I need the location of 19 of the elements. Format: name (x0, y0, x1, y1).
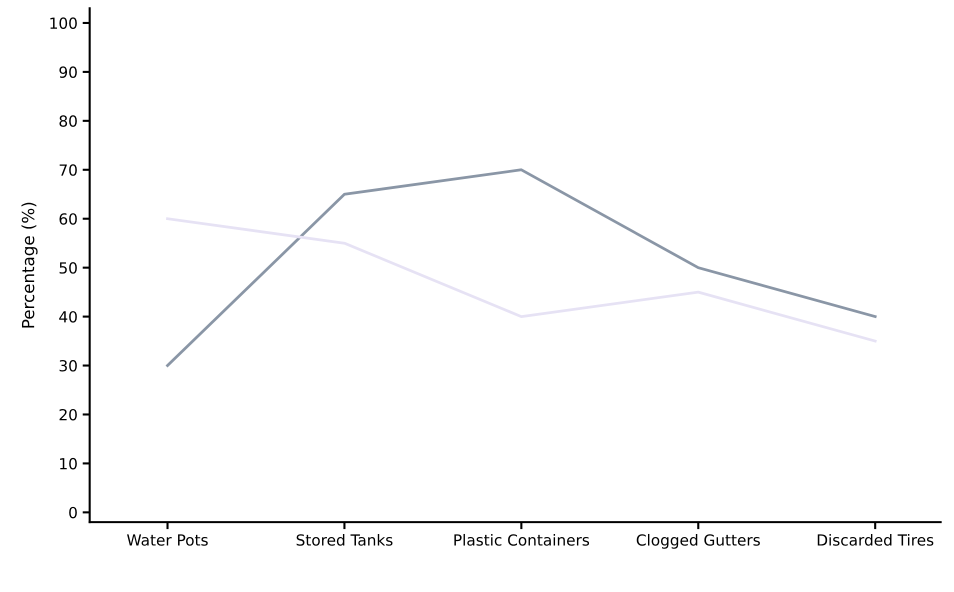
x-tick-label: Water Pots (127, 534, 208, 546)
y-tick-label: 70 (60, 164, 77, 176)
y-tick-label: 20 (60, 408, 77, 420)
y-tick-label: 80 (59, 115, 77, 127)
y-tick-label: 100 (50, 17, 77, 29)
y-tick-label: 50 (60, 262, 77, 274)
y-tick-label: 0 (69, 506, 77, 518)
x-tick-label: Stored Tanks (296, 534, 392, 546)
y-axis-title: Percentage (%) (21, 202, 38, 328)
x-tick-label: Clogged Gutters (636, 534, 760, 549)
line-series (166, 217, 877, 342)
y-tick-label: 90 (59, 66, 77, 78)
y-tick-label: 60 (59, 213, 77, 225)
line-series (166, 168, 877, 367)
y-tick-label: 40 (59, 311, 77, 323)
x-tick-label: Plastic Containers (454, 534, 590, 546)
y-tick-label: 30 (60, 360, 77, 372)
x-tick-label: Discarded Tires (818, 534, 934, 546)
y-tick-label: 10 (60, 458, 77, 470)
